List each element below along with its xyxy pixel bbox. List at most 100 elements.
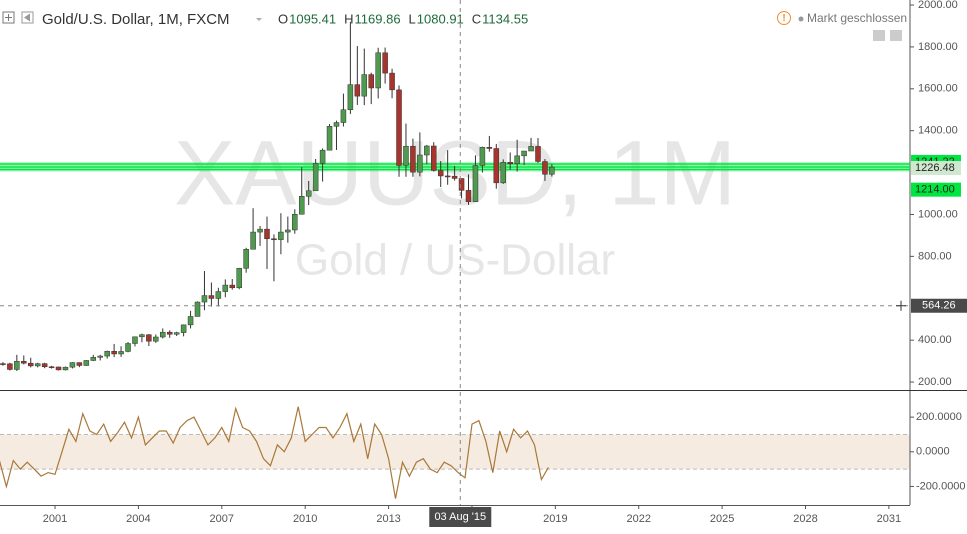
price-tick-label: 1600.00 <box>918 83 958 95</box>
candle-body <box>180 324 187 333</box>
candle-body <box>354 84 361 97</box>
crosshair-price-label: 564.26 <box>922 300 956 312</box>
time-tick-label: 2025 <box>710 513 734 525</box>
candle-body <box>229 284 236 289</box>
indicator-band <box>0 434 910 470</box>
candle-body <box>97 355 103 358</box>
candle-body <box>62 366 69 371</box>
price-tick-label: 800.00 <box>918 250 952 262</box>
crosshair-time-tag <box>429 507 492 527</box>
candle-body <box>160 331 166 338</box>
price-tick-label: 2000.00 <box>918 0 958 11</box>
candle-body <box>382 52 388 74</box>
market-status: Markt geschlossen <box>807 11 907 25</box>
crosshair-time-label: 03 Aug '15 <box>434 511 486 523</box>
candle-body <box>41 363 48 368</box>
candle-body <box>0 363 6 365</box>
candle-body <box>312 163 319 192</box>
candle-body <box>472 165 479 202</box>
warning-icon[interactable] <box>777 11 791 25</box>
dropdown-arrow[interactable] <box>256 18 262 21</box>
time-tick-label: 2022 <box>626 513 650 525</box>
candle-body <box>166 331 173 335</box>
time-tick-label: 2004 <box>126 513 150 525</box>
candle-body <box>34 363 41 367</box>
candle-body <box>55 366 62 371</box>
watermark-sub: Gold / US-Dollar <box>295 236 615 285</box>
candle-body <box>194 301 201 317</box>
nav-button[interactable] <box>890 30 902 41</box>
candle-body <box>90 357 97 361</box>
chart-title: Gold/U.S. Dollar, 1M, FXCM <box>42 11 230 28</box>
candle-body <box>410 145 416 173</box>
candle-body <box>236 268 242 289</box>
candle-body <box>514 155 520 165</box>
indicator-tick-label: 200.0000 <box>916 411 962 423</box>
candle-body <box>507 162 513 165</box>
candle-body <box>111 351 117 355</box>
price-tick-label: 1800.00 <box>918 41 958 53</box>
crosshair-plus <box>896 300 906 311</box>
candle-body <box>208 295 215 299</box>
candle-body <box>326 126 333 151</box>
crosshair-price-tag <box>911 298 967 313</box>
ohlc-label: C <box>472 11 481 26</box>
candle-body <box>493 148 500 184</box>
level-tag-label: 1214.00 <box>915 184 955 196</box>
level-tag <box>911 182 961 197</box>
candle-body <box>187 316 194 326</box>
candle-body <box>292 214 298 231</box>
candle-body <box>21 361 27 364</box>
symbol-icon[interactable] <box>21 11 34 24</box>
indicator-tick-label: -200.0000 <box>916 480 966 492</box>
price-tick-label: 1000.00 <box>918 208 958 220</box>
candle-body <box>264 228 270 240</box>
expand-icon[interactable] <box>2 11 15 24</box>
candle-body <box>486 146 493 149</box>
candle-body <box>125 343 131 352</box>
candle-body <box>118 351 124 355</box>
time-tick-label: 2001 <box>43 513 67 525</box>
price-tick-label: 200.00 <box>918 376 952 388</box>
candle-body <box>201 295 208 303</box>
candle-body <box>104 351 110 357</box>
candle-body <box>285 229 291 233</box>
nav-button[interactable] <box>873 30 885 41</box>
candle-body <box>389 72 395 91</box>
candle-body <box>465 190 472 202</box>
candle-body <box>444 175 451 178</box>
candle-body <box>48 366 55 369</box>
candle-body <box>500 162 506 184</box>
level-tag-label: 1226.48 <box>915 162 955 174</box>
candle-body <box>417 154 423 173</box>
candle-body <box>146 334 152 342</box>
candle-body <box>479 146 486 166</box>
candle-body <box>347 84 354 111</box>
candle-body <box>278 231 284 240</box>
candle-body <box>14 361 20 370</box>
candle-body <box>153 336 159 342</box>
candle-body <box>437 170 444 177</box>
symbol-icon-shape <box>24 13 30 22</box>
candle-body <box>542 161 548 175</box>
candle-body <box>27 362 34 367</box>
ohlc-value: 1095.41 <box>289 11 336 26</box>
indicator-line <box>0 406 549 499</box>
candle-body <box>431 145 437 171</box>
time-tick-label: 2013 <box>376 513 400 525</box>
candle-body <box>271 238 277 241</box>
candle-body <box>375 52 381 89</box>
candle-body <box>298 196 305 215</box>
candle-body <box>250 231 256 250</box>
candle-body <box>76 362 83 366</box>
candle-body <box>528 146 534 152</box>
ohlc-value: 1134.55 <box>482 11 528 26</box>
candle-body <box>173 332 180 335</box>
level-tag <box>911 161 961 176</box>
status-dot <box>798 16 804 22</box>
time-tick-label: 2028 <box>793 513 817 525</box>
time-tick-label: 2019 <box>543 513 567 525</box>
candle-body <box>305 190 312 197</box>
candle-body <box>451 175 458 179</box>
